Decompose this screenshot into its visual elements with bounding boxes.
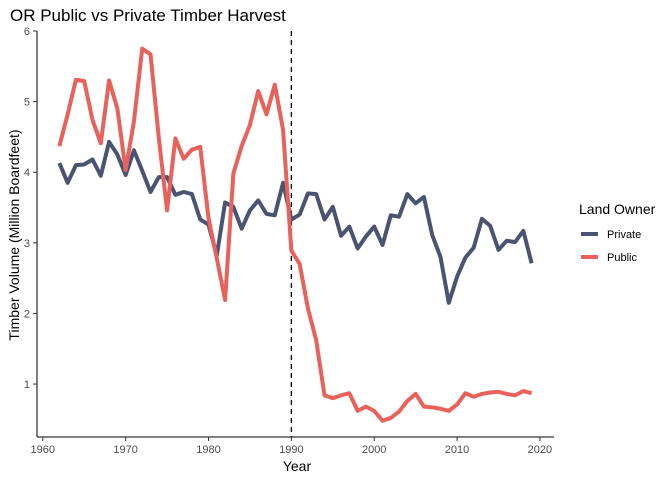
x-tick-label: 1990 [279, 444, 303, 456]
x-tick-label: 1970 [113, 444, 137, 456]
x-tick-label: 2020 [528, 444, 552, 456]
x-ticks: 1960 1970 1980 1990 2000 2010 2020 [31, 437, 552, 456]
y-ticks: 1 2 3 4 5 6 [24, 26, 37, 391]
series-line-public [57, 46, 533, 423]
y-tick-label: 2 [24, 308, 30, 320]
legend-items: Private Public [581, 229, 641, 264]
legend-label-public: Public [607, 252, 637, 264]
y-tick-label: 1 [24, 379, 30, 391]
x-tick-label: 1980 [196, 444, 220, 456]
plot-area [57, 31, 534, 437]
x-tick-label: 2010 [445, 444, 469, 456]
x-axis-title: Year [283, 458, 312, 474]
legend-label-private: Private [607, 229, 641, 241]
x-tick-label: 1960 [31, 444, 55, 456]
chart-title: OR Public vs Private Timber Harvest [10, 6, 286, 25]
y-tick-label: 5 [24, 97, 30, 109]
series-line-private [57, 139, 534, 305]
y-tick-label: 4 [24, 167, 30, 179]
x-tick-label: 2000 [362, 444, 386, 456]
y-tick-label: 6 [24, 26, 30, 38]
legend: Land Owner Private Public [579, 201, 656, 264]
y-tick-label: 3 [24, 238, 30, 250]
y-axis-title: Timber Volume (Million Boardfeet) [6, 129, 22, 340]
legend-title: Land Owner [579, 201, 656, 217]
